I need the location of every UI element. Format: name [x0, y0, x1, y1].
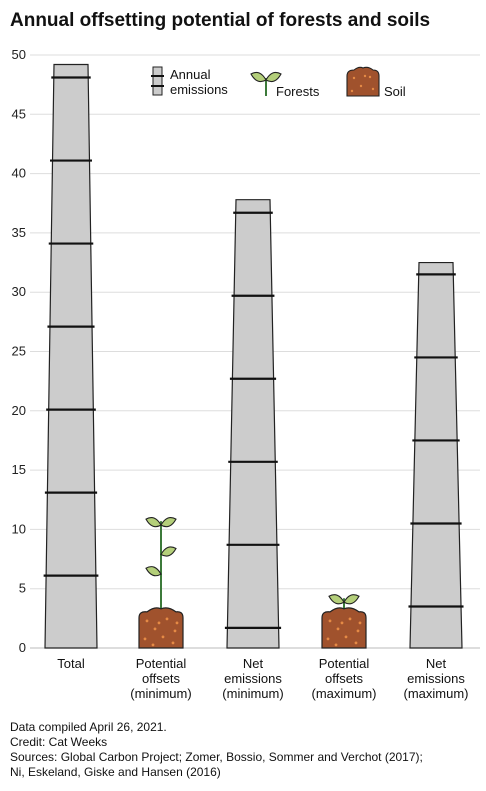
emissions-chimney-body — [409, 261, 463, 649]
soil-speck — [340, 621, 344, 625]
emissions-chimney-body — [226, 199, 280, 649]
bar-2-soil — [138, 607, 184, 649]
y-tick-label: 40 — [12, 166, 26, 181]
legend-soil-speck — [368, 75, 372, 79]
credit-note: Credit: Cat Weeks — [10, 735, 108, 749]
soil-speck — [328, 619, 332, 623]
y-tick-label: 20 — [12, 403, 26, 418]
leaf — [160, 546, 177, 557]
leaf — [343, 594, 360, 605]
leaf — [160, 517, 177, 528]
x-tick-label-line: Net — [243, 656, 264, 671]
y-tick-label: 45 — [12, 106, 26, 121]
x-tick-label-2: Potential offsets (minimum) — [130, 656, 191, 701]
bar-5-emissions — [408, 261, 464, 649]
footer: Data compiled April 26, 2021. Credit: Ca… — [10, 720, 480, 780]
x-tick-label-line: emissions — [407, 671, 465, 686]
x-tick-label-line: (maximum) — [404, 686, 469, 701]
legend-soil-icon — [346, 66, 380, 97]
soil-speck — [157, 621, 161, 625]
soil-speck — [344, 635, 348, 639]
x-tick-label-line: Potential — [319, 656, 370, 671]
soil-speck — [336, 627, 340, 631]
legend-leaf — [265, 71, 282, 83]
soil-speck — [173, 629, 177, 633]
y-tick-label: 25 — [12, 344, 26, 359]
soil-speck — [171, 641, 175, 645]
y-tick-label: 50 — [12, 47, 26, 62]
soil-speck — [153, 627, 157, 631]
y-tick-label: 0 — [19, 640, 26, 655]
legend-forests-label: Forests — [276, 84, 320, 99]
bar-2-forest-plant — [145, 517, 177, 609]
legend-soil-speck — [363, 74, 367, 78]
legend-emissions-label-line: Annual — [170, 67, 211, 82]
x-tick-label-line: (minimum) — [222, 686, 283, 701]
bar-4-forest-plant — [328, 594, 360, 609]
data-compiled-note: Data compiled April 26, 2021. — [10, 720, 167, 734]
y-axis: 0 5 10 15 20 25 30 35 40 45 50 — [12, 47, 26, 655]
x-tick-label-line: offsets — [142, 671, 181, 686]
sources-line-1: Sources: Global Carbon Project; Zomer, B… — [10, 750, 423, 764]
y-tick-label: 35 — [12, 225, 26, 240]
bar-4-soil — [321, 607, 367, 649]
x-tick-label-1: Total — [57, 656, 85, 671]
soil-mound — [321, 607, 367, 649]
x-axis-labels: Total Potential offsets (minimum)Net emissio… — [57, 656, 468, 701]
soil-speck — [358, 621, 362, 625]
legend-soil-speck — [359, 84, 363, 88]
soil-speck — [165, 617, 169, 621]
x-tick-label-line: Total — [57, 656, 85, 671]
sources-line-2: Ni, Eskeland, Giske and Hansen (2016) — [10, 765, 221, 779]
x-tick-label-line: (maximum) — [312, 686, 377, 701]
x-tick-label-line: offsets — [325, 671, 364, 686]
leaf — [328, 594, 345, 605]
legend-soil-speck — [352, 76, 356, 80]
soil-speck — [151, 643, 155, 647]
soil-speck — [326, 637, 330, 641]
legend-soil-label: Soil — [384, 84, 406, 99]
legend: Annual emissions Forests Soil — [151, 66, 406, 99]
x-tick-label-line: emissions — [224, 671, 282, 686]
legend-emissions-label: Annual emissions — [170, 67, 228, 97]
legend-emissions-label-line: emissions — [170, 82, 228, 97]
soil-speck — [143, 637, 147, 641]
bar-3-emissions — [224, 199, 282, 649]
x-tick-label-line: Net — [426, 656, 447, 671]
legend-soil-speck — [350, 89, 354, 93]
legend-soil-speck — [371, 87, 375, 91]
y-tick-label: 10 — [12, 521, 26, 536]
y-tick-label: 15 — [12, 462, 26, 477]
chart-title: Annual offsetting potential of forests a… — [10, 10, 430, 31]
soil-speck — [145, 619, 149, 623]
y-tick-label: 30 — [12, 284, 26, 299]
x-tick-label-line: (minimum) — [130, 686, 191, 701]
leaf — [145, 517, 162, 528]
soil-speck — [348, 617, 352, 621]
legend-emissions-icon — [151, 66, 164, 96]
soil-mound — [138, 607, 184, 649]
x-tick-label-4: Potential offsets (maximum) — [312, 656, 377, 701]
emissions-chimney-body — [44, 63, 98, 649]
soil-speck — [334, 643, 338, 647]
legend-soil-mound — [346, 66, 380, 97]
soil-speck — [354, 641, 358, 645]
soil-speck — [175, 621, 179, 625]
legend-forest-icon — [250, 71, 282, 96]
legend-leaf — [250, 71, 267, 83]
x-tick-label-3: Net emissions (minimum) — [222, 656, 283, 701]
leaf — [145, 566, 162, 577]
y-tick-label: 5 — [19, 581, 26, 596]
legend-chimney — [152, 66, 163, 96]
x-tick-label-5: Net emissions (maximum) — [404, 656, 469, 701]
soil-speck — [356, 629, 360, 633]
chart: Annual offsetting potential of forests a… — [10, 10, 480, 701]
x-tick-label-line: Potential — [136, 656, 187, 671]
soil-speck — [161, 635, 165, 639]
bar-1-emissions — [43, 63, 99, 649]
bars — [43, 63, 464, 649]
